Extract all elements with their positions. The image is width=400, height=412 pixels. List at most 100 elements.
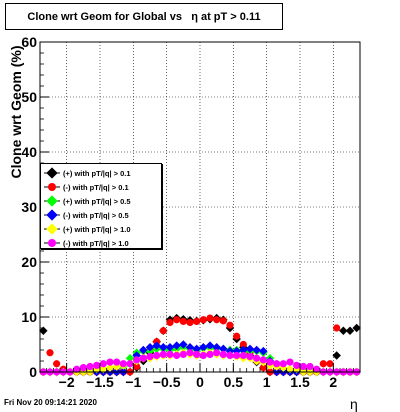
x-tick-label: 1	[263, 374, 271, 390]
data-point	[179, 350, 187, 358]
legend-marker	[44, 167, 60, 179]
data-point	[99, 365, 108, 374]
data-point	[306, 362, 314, 371]
data-point	[212, 343, 221, 352]
data-point	[259, 356, 267, 364]
data-point	[199, 351, 207, 360]
data-point	[233, 351, 241, 360]
data-point	[226, 351, 234, 360]
data-point	[199, 316, 207, 324]
data-point	[173, 316, 181, 324]
data-point	[105, 363, 115, 372]
data-point	[266, 358, 274, 366]
legend-entry: (-) with pT/|q| > 1.0	[41, 236, 163, 250]
data-point	[139, 354, 147, 362]
data-point	[246, 353, 254, 361]
legend-label: (+) with pT/|q| > 0.5	[63, 196, 131, 206]
x-tick-label: −1.5	[86, 374, 114, 390]
data-point	[185, 343, 195, 352]
legend-label: (-) with pT/|q| > 0.5	[63, 210, 129, 220]
data-point	[319, 360, 327, 368]
data-point	[286, 358, 294, 366]
data-point	[333, 324, 341, 332]
legend-marker	[44, 183, 60, 191]
data-point	[53, 360, 61, 368]
data-point	[159, 350, 167, 358]
data-point	[239, 351, 247, 360]
data-point	[199, 343, 208, 352]
data-point	[273, 360, 281, 368]
data-point	[146, 353, 154, 361]
data-point	[139, 345, 148, 355]
data-point	[106, 358, 114, 366]
x-tick-label: 1.5	[290, 374, 310, 390]
data-point	[245, 344, 255, 354]
data-point	[226, 321, 234, 329]
data-point	[46, 349, 54, 357]
legend-marker	[44, 209, 60, 221]
data-point	[159, 327, 167, 335]
data-point	[279, 360, 287, 368]
y-tick-label: 20	[21, 254, 37, 270]
data-point	[219, 350, 227, 358]
legend-entry: (-) with pT/|q| > 0.5	[41, 208, 163, 222]
data-point	[352, 323, 361, 333]
chart-title: Clone wrt Geom for Global vs η at pT > 0…	[5, 3, 283, 30]
data-point	[173, 351, 181, 360]
data-point	[345, 326, 355, 335]
data-point	[285, 365, 295, 374]
y-tick-label: 40	[21, 144, 37, 160]
data-point	[252, 345, 261, 355]
x-tick-label: −2	[59, 374, 75, 390]
data-point	[79, 364, 87, 372]
x-tick-label: 2	[329, 374, 337, 390]
legend-marker	[44, 239, 60, 247]
x-tick-label: 0.5	[224, 374, 244, 390]
data-point	[253, 354, 261, 362]
data-point	[259, 346, 268, 356]
legend-marker	[44, 195, 60, 207]
data-point	[186, 349, 194, 357]
data-point	[93, 361, 101, 369]
x-tick-label: 0	[196, 374, 204, 390]
data-point	[119, 360, 127, 368]
data-point	[152, 341, 161, 350]
data-point	[179, 317, 187, 325]
y-tick-label: 30	[21, 199, 37, 215]
y-tick-label: 60	[21, 34, 37, 50]
data-point	[239, 345, 248, 355]
data-point	[313, 365, 321, 373]
data-point	[206, 350, 214, 358]
data-point	[326, 360, 334, 368]
data-point	[145, 343, 155, 352]
data-point	[219, 317, 227, 325]
data-point	[339, 326, 348, 335]
data-point	[73, 365, 81, 373]
legend-label: (-) with pT/|q| > 1.0	[63, 238, 129, 248]
legend-entry: (-) with pT/|q| > 0.1	[41, 180, 163, 194]
y-tick-label: 10	[21, 309, 37, 325]
data-point	[126, 360, 134, 368]
x-tick-label: −1	[125, 374, 141, 390]
data-point	[153, 351, 161, 360]
data-point	[99, 360, 107, 368]
data-point	[165, 343, 175, 352]
legend-marker	[44, 223, 60, 235]
data-point	[113, 358, 121, 366]
data-point	[86, 362, 94, 371]
legend-entry: (+) with pT/|q| > 0.1	[41, 166, 163, 180]
legend-label: (-) with pT/|q| > 0.1	[63, 182, 129, 192]
data-point	[205, 341, 215, 350]
data-point	[193, 317, 201, 325]
data-point	[299, 362, 307, 371]
data-point	[259, 364, 267, 372]
y-tick-label: 0	[29, 364, 37, 380]
x-axis-label: η	[350, 396, 358, 412]
legend-label: (+) with pT/|q| > 0.1	[63, 168, 131, 178]
y-axis-label: Clone wrt Geom (%)	[8, 45, 24, 179]
data-point	[332, 351, 341, 360]
data-point	[133, 362, 141, 371]
legend: (+) with pT/|q| > 0.1 (-) with pT/|q| > …	[40, 163, 162, 249]
data-point	[219, 344, 228, 354]
